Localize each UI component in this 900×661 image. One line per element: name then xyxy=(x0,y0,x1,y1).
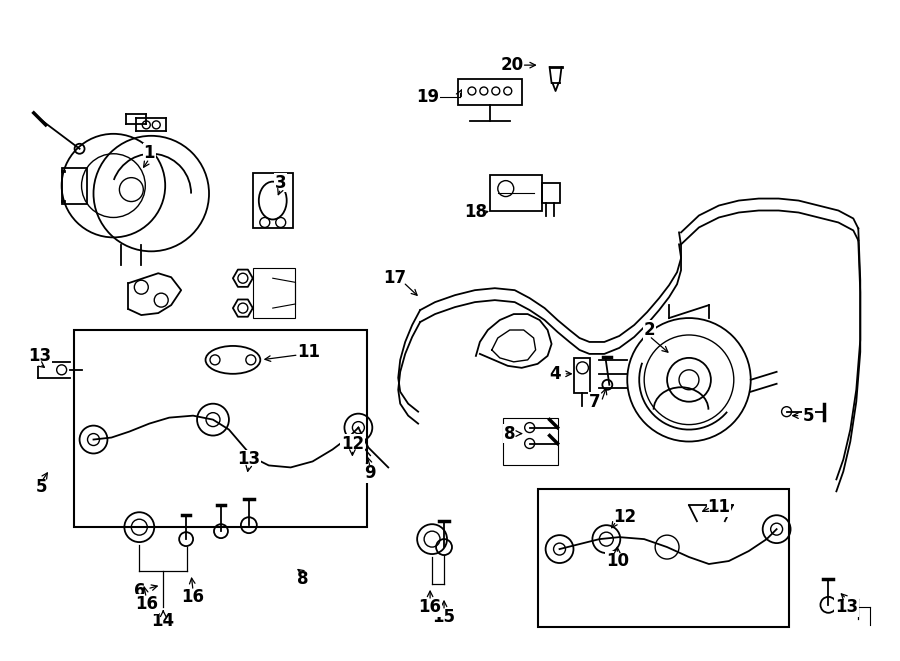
Text: 5: 5 xyxy=(803,407,815,424)
Bar xyxy=(574,358,590,393)
Text: 1: 1 xyxy=(143,143,155,162)
Text: 16: 16 xyxy=(418,598,442,616)
Text: 8: 8 xyxy=(504,424,516,443)
Text: 13: 13 xyxy=(238,450,260,469)
Text: 9: 9 xyxy=(364,465,376,483)
Text: 5: 5 xyxy=(36,479,48,496)
Text: 16: 16 xyxy=(135,595,158,613)
Bar xyxy=(503,418,557,465)
Text: 6: 6 xyxy=(133,582,145,600)
Bar xyxy=(537,489,788,627)
Bar xyxy=(74,330,367,527)
Text: 7: 7 xyxy=(589,393,600,410)
Text: 12: 12 xyxy=(341,434,364,453)
Text: 13: 13 xyxy=(835,598,858,616)
Bar xyxy=(61,168,86,204)
Bar xyxy=(458,79,522,105)
Text: 19: 19 xyxy=(417,88,440,106)
Text: 15: 15 xyxy=(433,608,455,626)
Text: 16: 16 xyxy=(182,588,204,606)
Text: 18: 18 xyxy=(464,204,488,221)
Text: 4: 4 xyxy=(550,365,562,383)
Text: 13: 13 xyxy=(28,347,51,365)
Text: 10: 10 xyxy=(606,552,629,570)
Text: 2: 2 xyxy=(644,321,655,339)
Text: 17: 17 xyxy=(383,269,407,288)
Text: 11: 11 xyxy=(707,498,731,516)
Bar xyxy=(542,182,560,202)
Text: 20: 20 xyxy=(500,56,523,74)
Text: 8: 8 xyxy=(297,570,309,588)
Bar xyxy=(490,175,542,210)
Bar xyxy=(253,268,294,318)
Bar xyxy=(253,173,292,229)
Text: 11: 11 xyxy=(297,343,320,361)
Text: 3: 3 xyxy=(274,174,286,192)
Text: 14: 14 xyxy=(151,612,175,630)
Text: 12: 12 xyxy=(613,508,635,526)
